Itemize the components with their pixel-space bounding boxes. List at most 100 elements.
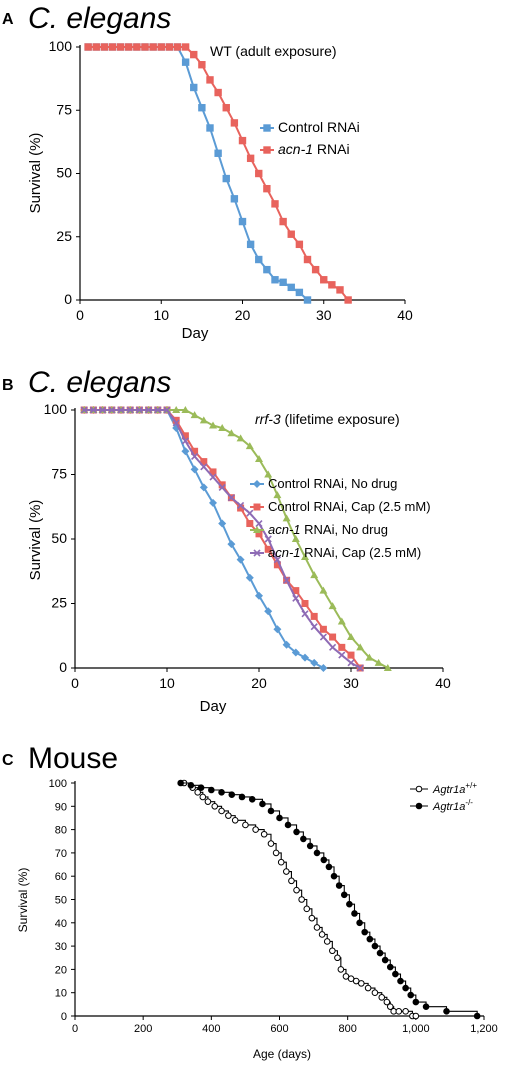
panel-c-series-2-point — [313, 849, 321, 857]
panel-c-series-1-point — [225, 812, 232, 819]
panel-b-series-4-point — [135, 406, 143, 414]
panel-a-legend: Control RNAi acn-1 RNAi — [260, 119, 360, 157]
panel-a-series-1-point — [181, 58, 190, 66]
panel-b-series-4-point — [172, 419, 180, 427]
panel-a-series-2-point — [238, 136, 247, 145]
panel-c-series-1 — [180, 779, 420, 1020]
panel-b-series-4-point-stroke-2 — [292, 594, 300, 602]
panel-b-series-3-point — [255, 455, 263, 463]
panel-b-series-1-point — [255, 591, 263, 600]
panel-c-plot — [177, 779, 481, 1020]
panel-b-x-tick-label: 20 — [251, 675, 267, 691]
panel-c-y-tick-label: 100 — [49, 778, 67, 790]
panel-b-series-3-point — [236, 434, 245, 442]
panel-a-legend-item-2: acn-1 RNAi — [260, 141, 350, 157]
panel-b-x-tick-label: 10 — [159, 675, 175, 691]
panel-b-legend-item-4: acn-1 RNAi, Cap (2.5 mM) — [250, 545, 421, 560]
panel-a-series-1-point — [246, 240, 255, 249]
panel-c-x-tick-label: 1,200 — [470, 1023, 498, 1035]
panel-b-series-4-point — [227, 494, 235, 502]
panel-b-series-2-point — [200, 458, 208, 466]
panel-c-series-1-point — [383, 998, 391, 1006]
panel-a-series-2-point — [125, 43, 133, 51]
panel-c-series-2-point — [386, 963, 394, 971]
panel-c-series-2-point — [346, 900, 353, 908]
panel-b-series-4-point-stroke-2 — [163, 406, 171, 414]
panel-c-series-2-point — [293, 828, 300, 836]
panel-c-series-1-point — [260, 830, 268, 838]
panel-c-series-1-point — [337, 966, 345, 973]
panel-b-series-4-point-stroke-2 — [209, 473, 217, 481]
panel-a-y-tick-label: 25 — [56, 228, 72, 244]
panel-c-series-1-point — [318, 931, 326, 938]
panel-b-legend-label: acn-1 RNAi, No drug — [268, 522, 388, 537]
panel-a-series-2-point — [311, 265, 320, 274]
panel-b-plot — [80, 406, 392, 672]
panel-b-legend: Control RNAi, No drug Control RNAi, Cap (… — [250, 476, 431, 560]
panel-a-series-2-point — [230, 119, 239, 127]
panel-a-ylabel: Survival (%) — [27, 133, 44, 214]
panel-a-legend-label: acn-1 RNAi — [278, 141, 350, 157]
panel-b-series-4-point-stroke-2 — [154, 406, 162, 414]
panel-b-series-4-point-stroke-2 — [273, 556, 281, 564]
panel-c-series-2-point — [197, 784, 205, 791]
panel-b-legend-label-gene: acn-1 — [268, 545, 301, 560]
panel-c-y-tick-label: 60 — [55, 871, 67, 883]
panel-c-x-tick-label: 800 — [338, 1023, 356, 1035]
panel-b-series-4-point — [181, 437, 189, 445]
panel-c-y-tick-label: 10 — [55, 988, 67, 1000]
panel-c-y-tick-label: 50 — [55, 895, 67, 907]
panel-b-series-4-point — [246, 509, 254, 517]
panel-b-series-4-point — [99, 406, 107, 414]
panel-b-series-4-point-stroke-2 — [218, 483, 226, 491]
panel-c-legend-label-gene: Agtr1a — [432, 801, 465, 813]
panel-b-series-1-point — [236, 555, 245, 564]
panel-b-series-4-point-stroke-2 — [310, 623, 318, 631]
panel-b-series-4-point — [310, 623, 318, 631]
panel-a-legend-label-text: RNAi — [313, 141, 350, 157]
panel-a-series-2-point — [344, 296, 352, 304]
panel-b-series-4-point-stroke-2 — [117, 406, 125, 414]
panel-c-series-1-point — [323, 938, 331, 945]
panel-a-series-2-point — [222, 104, 230, 112]
panel-b-series-4-point-stroke-2 — [283, 576, 291, 584]
panel-b-series-4-point-stroke-2 — [99, 406, 107, 414]
panel-c-series-1-point — [252, 826, 259, 833]
panel-c-legend: Agtr1a+/+Agtr1a-/- — [410, 781, 477, 813]
panel-b-y-tick-label: 75 — [51, 466, 67, 482]
panel-b-legend-label-text: Control RNAi, No drug — [268, 476, 397, 491]
panel-c-series-2-point — [276, 814, 283, 822]
panel-b-series-4-point — [301, 610, 309, 618]
panel-b-legend-item-3: acn-1 RNAi, No drug — [250, 522, 388, 537]
panel-b-series-4-point-stroke-2 — [126, 406, 134, 414]
panel-b-series-3-point — [282, 514, 291, 522]
panel-b-series-4-point-stroke-2 — [200, 463, 208, 471]
panel-b-axes: 0 25 50 75 100 0 10 20 30 40 — [44, 401, 451, 691]
panel-c-series-1-point — [283, 868, 290, 875]
panel-a-series-1-point — [238, 217, 247, 226]
panel-b-series-4-point-stroke-2 — [347, 659, 355, 667]
panel-b-series-3-point — [172, 406, 181, 413]
panel-b-series-1-point — [291, 648, 300, 657]
panel-c-series-2-point — [412, 998, 420, 1006]
panel-a-x-tick-label: 30 — [316, 307, 332, 323]
panel-c-legend-label-gene: Agtr1a — [432, 784, 465, 796]
panel-c-series-1-point — [218, 807, 225, 815]
panel-a-series-1-point — [230, 195, 239, 203]
panel-b-series-1-point — [218, 519, 227, 528]
panel-a-series-2-point — [108, 43, 117, 51]
panel-c-series-2-point — [392, 970, 399, 978]
panel-b-legend-marker — [253, 549, 261, 557]
panel-b-series-1-point — [273, 625, 282, 634]
panel-a-legend-item-1: Control RNAi — [260, 119, 360, 135]
panel-c-series-1-point — [293, 886, 300, 894]
panel-b-series-4 — [80, 406, 364, 672]
panel-b-series-3-point — [319, 586, 328, 594]
panel-b-series-4-point-stroke-2 — [356, 664, 364, 672]
panel-c-series-2-point — [208, 786, 215, 794]
panel-c-series-2-line — [180, 782, 478, 1016]
panel-a-series-1-point — [255, 255, 263, 264]
panel-a-series-2 — [84, 43, 352, 304]
panel-a-x-tick-label: 0 — [76, 307, 84, 323]
panel-c-y-tick-label: 30 — [55, 941, 67, 953]
